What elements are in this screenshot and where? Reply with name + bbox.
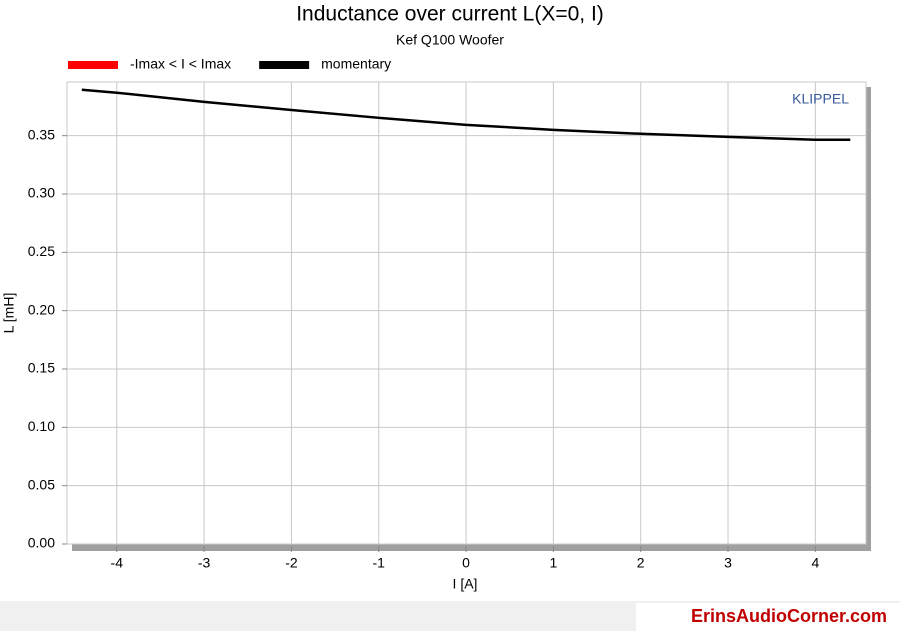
x-tick-label: 2 [637, 555, 645, 571]
x-tick-label: 0 [462, 555, 470, 571]
y-axis-label: L [mH] [1, 293, 17, 334]
x-tick-label: -2 [285, 555, 298, 571]
legend-label: momentary [321, 56, 391, 72]
x-tick-label: -3 [198, 555, 211, 571]
y-tick-label: 0.05 [28, 476, 55, 492]
y-tick-label: 0.00 [28, 535, 55, 551]
x-tick-label: 4 [811, 555, 819, 571]
y-tick-label: 0.15 [28, 360, 55, 376]
annotation: KLIPPEL [792, 91, 849, 107]
series-line [81, 88, 851, 141]
legend-label: -Imax < I < Imax [130, 56, 231, 72]
y-tick-label: 0.35 [28, 126, 55, 142]
x-tick-label: 1 [549, 555, 557, 571]
legend-swatch [259, 61, 310, 69]
watermark-box [636, 603, 900, 631]
legend-swatch [68, 61, 118, 69]
watermark: ErinsAudioCorner.com [691, 606, 887, 626]
x-axis-label: I [A] [453, 576, 478, 592]
y-tick-label: 0.30 [28, 185, 55, 201]
y-tick-label: 0.20 [28, 301, 55, 317]
y-tick-label: 0.10 [28, 418, 55, 434]
chart-subtitle: Kef Q100 Woofer [396, 32, 504, 48]
x-tick-label: -1 [373, 555, 386, 571]
y-tick-label: 0.25 [28, 243, 55, 259]
chart-title: Inductance over current L(X=0, I) [296, 3, 604, 26]
x-tick-label: -4 [111, 555, 124, 571]
x-tick-label: 3 [724, 555, 732, 571]
